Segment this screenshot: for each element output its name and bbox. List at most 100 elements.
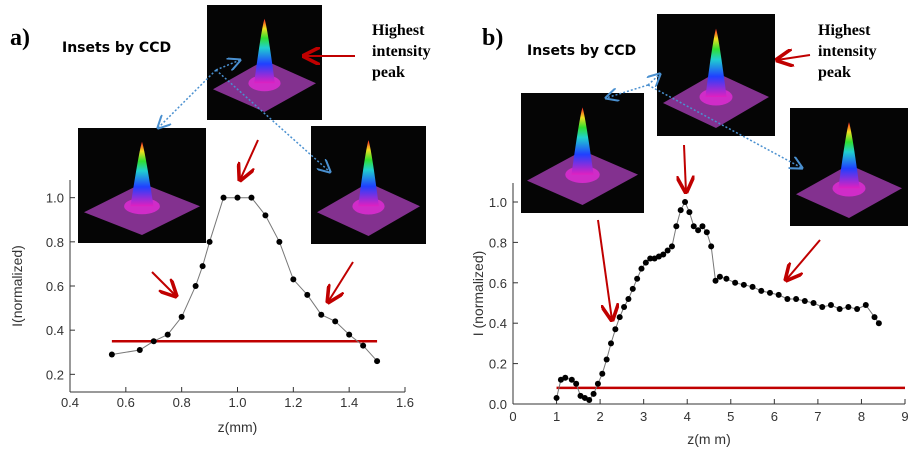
data-point: [617, 314, 623, 320]
data-point: [784, 296, 790, 302]
data-point: [682, 199, 688, 205]
peak-label: peak: [818, 64, 851, 81]
data-point: [750, 284, 756, 290]
data-point: [767, 290, 773, 296]
x-tick-label: 1: [553, 409, 560, 424]
y-tick-label: 0.4: [489, 316, 507, 331]
pointer-arrow: [152, 272, 176, 296]
data-point: [235, 195, 241, 201]
data-point: [612, 326, 618, 332]
y-tick-label: 0.6: [46, 279, 64, 294]
data-point: [374, 358, 380, 364]
data-point: [304, 292, 310, 298]
data-point: [276, 239, 282, 245]
data-point: [863, 302, 869, 308]
data-point: [776, 292, 782, 298]
y-tick-label: 0.4: [46, 323, 64, 338]
x-tick-label: 0: [509, 409, 516, 424]
x-tick-label: 6: [771, 409, 778, 424]
inset-label: Insets by CCD: [527, 43, 636, 59]
x-tick-label: 0.8: [173, 395, 191, 410]
data-point: [179, 314, 185, 320]
x-tick-label: 2: [596, 409, 603, 424]
x-tick-label: 0.6: [117, 395, 135, 410]
y-tick-label: 0.8: [46, 235, 64, 250]
data-point: [562, 375, 568, 381]
x-tick-label: 1.2: [284, 395, 302, 410]
figure: 0.40.60.81.01.21.41.60.20.40.60.81.0z(mm…: [0, 0, 910, 459]
x-tick-label: 5: [727, 409, 734, 424]
y-tick-label: 0.2: [489, 357, 507, 372]
y-tick-label: 0.8: [489, 235, 507, 250]
x-tick-label: 9: [901, 409, 908, 424]
data-point: [837, 306, 843, 312]
inset-label: Insets by CCD: [62, 40, 171, 56]
data-point: [732, 280, 738, 286]
data-point: [686, 209, 692, 215]
data-point: [360, 343, 366, 349]
data-point: [248, 195, 254, 201]
pointer-arrow: [684, 145, 686, 192]
data-point: [262, 212, 268, 218]
data-point: [165, 332, 171, 338]
pointer-arrow: [240, 140, 258, 180]
y-tick-label: 1.0: [489, 195, 507, 210]
y-tick-label: 0.6: [489, 276, 507, 291]
pointer-arrow: [328, 262, 353, 302]
data-point: [608, 340, 614, 346]
pointer-arrow: [786, 240, 820, 280]
x-tick-label: 1.0: [228, 395, 246, 410]
data-point: [591, 391, 597, 397]
x-tick-label: 1.6: [396, 395, 414, 410]
peak-label: Highest: [372, 22, 425, 39]
data-point: [669, 243, 675, 249]
data-point: [708, 243, 714, 249]
y-tick-label: 0.0: [489, 397, 507, 412]
data-point: [704, 229, 710, 235]
data-line: [557, 202, 879, 400]
data-point: [854, 306, 860, 312]
data-point: [318, 312, 324, 318]
data-point: [193, 283, 199, 289]
x-tick-label: 7: [814, 409, 821, 424]
data-point: [586, 397, 592, 403]
data-point: [811, 300, 817, 306]
data-point: [290, 276, 296, 282]
data-point: [758, 288, 764, 294]
x-axis-title: z(m m): [687, 431, 731, 447]
data-point: [200, 263, 206, 269]
peak-label: intensity: [372, 43, 431, 60]
data-point: [699, 223, 705, 229]
data-point: [717, 274, 723, 280]
y-axis-title: I (normalized): [470, 251, 486, 337]
data-point: [332, 318, 338, 324]
data-point: [599, 371, 605, 377]
data-point: [872, 314, 878, 320]
panel-label: a): [10, 25, 30, 51]
data-point: [678, 207, 684, 213]
data-point: [828, 302, 834, 308]
data-point: [634, 276, 640, 282]
pointer-arrow: [777, 55, 810, 60]
data-point: [554, 395, 560, 401]
peak-label: peak: [372, 64, 405, 81]
data-point: [723, 276, 729, 282]
data-point: [638, 266, 644, 272]
data-point: [573, 381, 579, 387]
x-tick-label: 8: [858, 409, 865, 424]
peak-label: intensity: [818, 43, 877, 60]
data-point: [819, 304, 825, 310]
y-tick-label: 0.2: [46, 367, 64, 382]
data-point: [137, 347, 143, 353]
data-point: [625, 296, 631, 302]
data-point: [793, 296, 799, 302]
panel-label: b): [482, 25, 503, 51]
data-point: [741, 282, 747, 288]
data-point: [221, 195, 227, 201]
data-point: [876, 320, 882, 326]
data-point: [621, 304, 627, 310]
data-point: [673, 223, 679, 229]
x-tick-label: 0.4: [61, 395, 79, 410]
y-tick-label: 1.0: [46, 191, 64, 206]
x-axis-title: z(mm): [218, 419, 258, 435]
